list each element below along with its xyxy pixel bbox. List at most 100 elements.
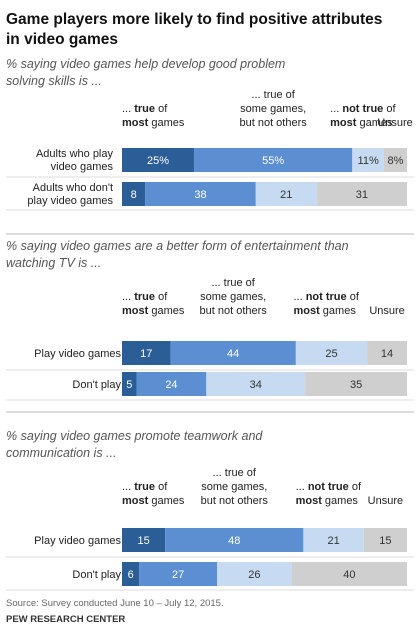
data-label: 55%: [262, 155, 284, 167]
bar-segment: [303, 528, 364, 552]
legend-entry-true-most: ... true of: [122, 291, 168, 303]
legend-entry-not-true-line-2: most games: [296, 495, 359, 507]
source-note: Source: Survey conducted June 10 – July …: [6, 598, 224, 609]
category-label: video games: [51, 161, 114, 173]
data-label: 21: [327, 535, 339, 547]
bar-segment: [367, 341, 407, 365]
data-label: 34: [250, 379, 262, 391]
category-label: play video games: [27, 195, 113, 207]
legend-entry-true-some: but not others: [201, 495, 269, 507]
bar-segment: [295, 341, 368, 365]
legend-entry-true-some: some games,: [240, 103, 306, 115]
data-label: 24: [165, 379, 177, 391]
category-label: Play video games: [34, 535, 121, 547]
category-label: Don't play: [72, 569, 121, 581]
bar-row-2: Don't play 6 27 26 40: [72, 562, 407, 586]
bar-segment: [122, 148, 194, 172]
legend-headers: ... true of most games ... true of some gam…: [122, 89, 413, 129]
legend-entry-true-most: ... true of: [122, 481, 168, 493]
data-label: 14: [381, 348, 393, 360]
data-label: 25: [325, 348, 337, 360]
bar-segment: [352, 148, 384, 172]
bar-segment: [170, 341, 296, 365]
legend-entry-not-true: ... not true of: [296, 481, 362, 493]
chart-panels: % saying video games help develop good p…: [6, 57, 414, 591]
legend-entry-true-some: ... true of: [211, 277, 255, 289]
data-label: 40: [343, 569, 355, 581]
data-label: 48: [228, 535, 240, 547]
bar-segment: [122, 562, 140, 586]
bar-segment: [122, 341, 171, 365]
bar-segment: [145, 182, 256, 206]
legend-entry-unsure: Unsure: [368, 495, 403, 507]
panel-subtitle: % saying video games are a better form o…: [6, 239, 349, 253]
bar-segment: [136, 372, 207, 396]
chart-title-line-1: Game players more likely to find positiv…: [6, 11, 382, 28]
bar-segment: [193, 148, 353, 172]
chart-panel-2: % saying video games are a better form o…: [6, 239, 414, 413]
panel-subtitle: watching TV is ...: [6, 256, 101, 270]
bar-segment: [139, 562, 217, 586]
bar-segment: [363, 528, 407, 552]
bar-segment: [291, 562, 407, 586]
data-label: 15: [137, 535, 149, 547]
data-label: 35: [350, 379, 362, 391]
bar-row-1: Play video games 15 48 21 15: [34, 528, 407, 552]
legend-entry-unsure: Unsure: [369, 305, 404, 317]
category-label: Adults who don't: [33, 182, 113, 194]
data-label: 31: [356, 189, 368, 201]
bar-segment: [206, 372, 306, 396]
panel-subtitle: % saying video games promote teamwork an…: [6, 429, 263, 443]
legend-entry-true-most: ... true of: [122, 103, 168, 115]
chart-title-line-2: in video games: [6, 31, 118, 48]
panel-subtitle: % saying video games help develop good p…: [6, 57, 285, 71]
legend-entry-not-true-line-2: most games: [293, 305, 356, 317]
legend-entry-true-some: some games,: [201, 481, 267, 493]
data-label: 26: [248, 569, 260, 581]
data-label: 44: [227, 348, 239, 360]
legend-entry-true-some: but not others: [239, 117, 307, 129]
panel-subtitle: communication is ...: [6, 446, 116, 460]
bar-segment: [122, 528, 166, 552]
legend-entry-true-some: but not others: [200, 305, 268, 317]
data-label: 8: [131, 189, 137, 201]
legend-entry-true-some: ... true of: [251, 89, 295, 101]
bar-segment: [122, 182, 146, 206]
legend-entry-true-most-line-2: most games: [122, 305, 185, 317]
data-label: 11%: [358, 155, 379, 167]
legend-headers: ... true of most games ... true of some gam…: [122, 467, 403, 507]
data-label: 8%: [388, 155, 404, 167]
legend-entry-not-true: ... not true of: [330, 103, 396, 115]
chart-panel-1: % saying video games help develop good p…: [6, 57, 414, 235]
bar-row-2: Don't play 5 24 34 35: [72, 372, 407, 396]
legend-entry-not-true: ... not true of: [293, 291, 359, 303]
legend-entry-true-some: some games,: [200, 291, 266, 303]
bar-segment: [255, 182, 317, 206]
data-label: 17: [140, 348, 152, 360]
bar-segment: [217, 562, 292, 586]
legend-entry-true-some: ... true of: [213, 467, 257, 479]
bar-segment: [383, 148, 407, 172]
legend-entry-not-true-line-2: most games: [330, 117, 393, 129]
data-label: 6: [128, 569, 134, 581]
brand-label: PEW RESEARCH CENTER: [6, 614, 125, 625]
data-label: 21: [280, 189, 292, 201]
data-label: 15: [379, 535, 391, 547]
bar-segment: [305, 372, 407, 396]
bar-row-1: Play video games 17 44 25 14: [34, 341, 407, 365]
legend-entry-unsure: Unsure: [377, 117, 412, 129]
bar-segment: [165, 528, 304, 552]
category-label: Play video games: [34, 348, 121, 360]
data-label: 25%: [147, 155, 169, 167]
data-label: 38: [194, 189, 206, 201]
bar-segment: [316, 182, 407, 206]
category-label: Adults who play: [36, 148, 114, 160]
panel-subtitle: solving skills is ...: [6, 74, 102, 88]
data-label: 5: [126, 379, 132, 391]
chart-panel-3: % saying video games promote teamwork an…: [6, 429, 414, 591]
category-label: Don't play: [72, 379, 121, 391]
legend-entry-true-most-line-2: most games: [122, 117, 185, 129]
